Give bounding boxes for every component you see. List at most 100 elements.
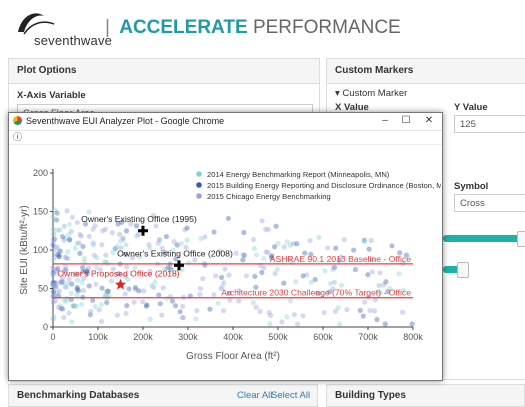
scatter-point [57,303,63,309]
select-all-link[interactable]: Select All [271,390,311,401]
scatter-point [131,299,137,305]
tagline-separator: | [105,17,110,38]
scatter-point [122,251,128,257]
marker-slider-2-handle[interactable] [457,262,469,278]
maximize-icon[interactable]: ☐ [401,115,411,126]
scatter-point [50,283,56,289]
scatter-point [74,303,80,309]
scatter-point [257,308,263,315]
scatter-point [331,264,338,270]
marker-slider-1-handle[interactable] [517,231,525,247]
marker-slider-1[interactable] [443,231,525,247]
seventhwave-logo-icon [18,13,55,35]
scatter-point [50,226,56,232]
scatter-point [77,231,83,238]
popup-title: Seventhwave EUI Analyzer Plot - Google C… [26,116,225,126]
scatter-point [401,287,407,293]
scatter-point [330,286,336,292]
scatter-point [361,239,367,245]
scatter-point [102,226,109,232]
scatter-point [153,223,159,229]
scatter-point [66,276,72,283]
marker-label: Owner's Proposed Office (2018) [57,269,179,279]
scatter-point [251,245,257,252]
scatter-point [50,299,56,305]
scatter-point [68,290,74,296]
scatter-point [287,298,294,304]
scatter-point [65,249,71,255]
scatter-point [156,237,162,243]
scatter-point [170,247,176,254]
scatter-point [360,313,366,319]
scatter-point [61,267,68,273]
scatter-point [116,231,123,237]
symbol-select[interactable]: Cross [454,194,525,212]
scatter-point [174,242,180,248]
scatter-point [369,269,376,275]
scatter-point [274,266,281,272]
scatter-point [168,266,174,272]
scatter-point [74,284,80,291]
scatter-point [102,294,108,300]
scatter-point [377,270,383,276]
scatter-point [321,309,327,316]
y-value-input[interactable]: 125 [454,115,525,133]
scatter-point [177,309,183,315]
scatter-point [86,283,92,289]
scatter-point [157,301,163,307]
scatter-point [226,272,232,278]
scatter-point [226,290,232,296]
scatter-point [50,316,56,322]
scatter-point [252,273,258,280]
scatter-point [147,245,153,251]
scatter-point [58,305,64,311]
popup-titlebar[interactable]: Seventhwave EUI Analyzer Plot - Google C… [9,113,442,131]
scatter-point [147,268,153,274]
scatter-point [389,243,395,249]
scatter-point [171,238,177,245]
scatter-point [56,288,63,294]
clear-all-link[interactable]: Clear All [237,390,273,401]
legend-label: 2015 Building Energy Reporting and Discl… [207,181,441,190]
legend-label: 2014 Energy Benchmarking Report (Minneap… [207,170,390,179]
plot-popup-window[interactable]: Seventhwave EUI Analyzer Plot - Google C… [8,112,443,381]
scatter-point [61,314,67,321]
scatter-point [300,273,306,279]
scatter-point [50,288,57,295]
scatter-point [352,266,359,273]
scatter-point [115,221,121,227]
close-icon[interactable]: ✕ [424,115,434,126]
scatter-point [211,291,217,298]
scatter-point [126,286,132,292]
eui-scatter-chart: 0 100k 200k 300k 400k 500k 600k 700k 800k 0 50 100 1… [19,168,441,362]
minimize-icon[interactable]: – [382,115,388,126]
scatter-point [136,288,142,294]
scatter-point [108,278,115,284]
app-header: seventhwave | ACCELERATE PERFORMANCE [0,0,525,56]
scatter-point [106,293,112,299]
tagline-light: PERFORMANCE [252,17,401,38]
scatter-point [110,249,116,256]
scatter-point [322,268,328,274]
scatter-point [327,280,334,287]
scatter-point [98,318,105,324]
scatter-point [137,254,143,260]
y-tick-label: 200 [33,168,48,178]
info-icon[interactable]: ⓘ [13,132,23,142]
scatter-point [275,240,281,247]
scatter-point [53,284,59,290]
scatter-point [269,253,275,259]
scatter-point [74,240,80,246]
x-tick-label: 700k [358,332,378,342]
scatter-point [124,303,130,309]
scatter-point [71,303,77,309]
scatter-point [90,297,96,303]
scatter-point [198,235,204,242]
scatter-point [227,297,233,303]
scatter-point [53,217,60,223]
scatter-point [66,232,72,238]
scatter-point [263,249,269,255]
custom-marker-toggle[interactable]: ▾ Custom Marker [335,88,407,99]
marker-slider-2[interactable] [443,262,469,278]
scatter-point [332,308,339,314]
